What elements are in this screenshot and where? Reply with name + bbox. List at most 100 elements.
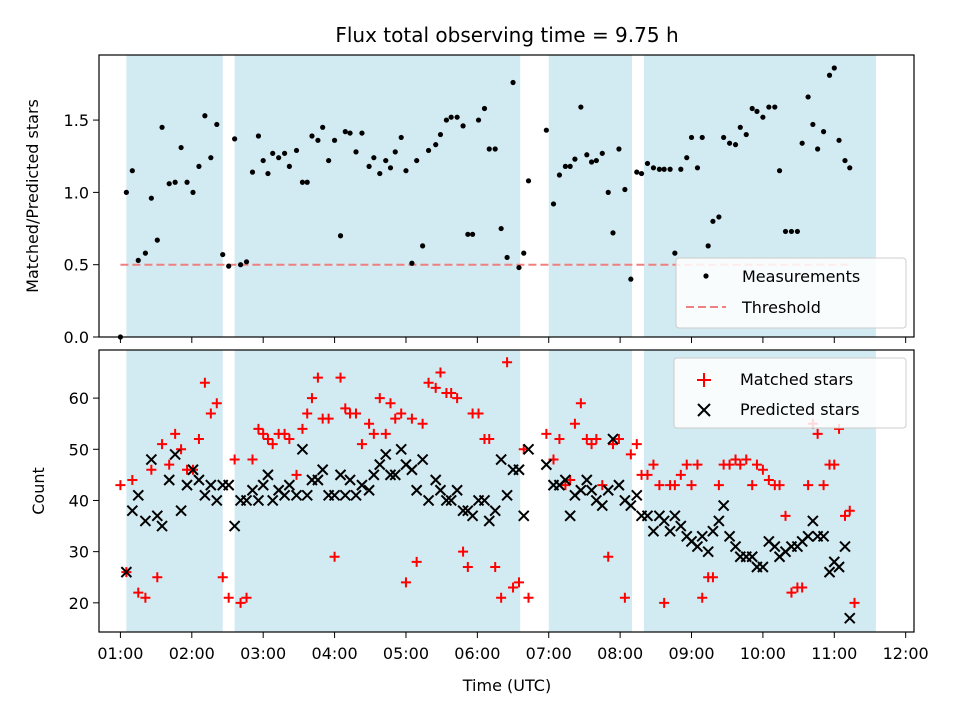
matched-star-point (446, 387, 457, 398)
measurement-point (359, 130, 365, 136)
measurement-point (460, 123, 466, 129)
measurement-point (616, 146, 622, 152)
predicted-star-point (187, 464, 199, 476)
x-tick-label: 01:00 (97, 644, 143, 663)
predicted-star-point (833, 561, 845, 573)
measurement-point (726, 140, 733, 146)
matched-star-point (133, 587, 144, 598)
matched-star-point (490, 562, 501, 573)
x-tick-label: 06:00 (454, 644, 500, 663)
predicted-star-point (658, 515, 670, 527)
predicted-star-point (647, 525, 660, 537)
predicted-star-point (267, 494, 279, 507)
predicted-star-point (540, 458, 553, 471)
x-tick-label: 08:00 (597, 644, 643, 663)
predicted-star-point (564, 510, 576, 522)
predicted-star-point (434, 484, 447, 496)
measurement-point (237, 262, 244, 268)
measurement-point (226, 263, 232, 269)
predicted-star-point (641, 510, 654, 522)
measurement-point (202, 113, 208, 119)
matched-star-point (452, 393, 463, 404)
legend-measurements-marker (703, 273, 709, 279)
measurement-point (788, 228, 795, 235)
measurement-point (135, 257, 141, 263)
x-tick-label: 10:00 (740, 644, 786, 663)
matched-star-point (284, 434, 295, 445)
matched-star-point (659, 597, 670, 608)
predicted-star-point (262, 469, 274, 481)
matched-star-point (735, 459, 746, 470)
measurement-point (409, 260, 415, 266)
measurement-point (737, 124, 743, 130)
legend-measurements-label: Measurements (742, 267, 860, 286)
measurement-point (699, 134, 705, 141)
matched-star-point (513, 577, 524, 588)
predicted-star-point (132, 489, 144, 502)
measurement-point (392, 149, 398, 155)
predicted-star-point (374, 458, 386, 471)
predicted-star-point (145, 453, 158, 466)
top-panel-y-ticks: 0.0 0.5 1.0 1.5 (64, 111, 99, 347)
matched-star-point (581, 434, 592, 445)
measurement-point (403, 168, 409, 174)
bottom-panel-shaded-bands (126, 350, 876, 632)
predicted-star-point (457, 504, 469, 517)
measurement-point (309, 133, 315, 139)
matched-star-point (692, 459, 703, 470)
measurement-point (178, 144, 184, 151)
matched-star-point (597, 480, 608, 491)
matched-star-point (523, 592, 534, 603)
matched-star-point (193, 434, 204, 445)
predicted-star-point (675, 520, 687, 532)
measurement-point (172, 179, 178, 185)
matched-star-point (423, 377, 434, 388)
predicted-star-point (522, 443, 535, 455)
matched-star-point (565, 474, 576, 485)
predicted-star-point (729, 540, 742, 553)
y-tick-label: 1.0 (64, 183, 89, 202)
matched-star-point (146, 464, 157, 475)
measurement-point (387, 165, 394, 171)
matched-star-point (686, 480, 697, 491)
bottom-panel-x-ticks: 01:00 02:00 03:00 04:00 05:00 06:00 07:00 08:00… (97, 632, 929, 663)
matched-star-point (385, 398, 396, 409)
predicted-star-point (518, 510, 530, 522)
x-tick-label: 11:00 (811, 644, 857, 663)
measurement-point (550, 201, 557, 207)
matched-star-point (258, 428, 269, 439)
matched-star-point (747, 480, 758, 491)
figure-title: Flux total observing time = 9.75 h (335, 23, 678, 47)
measurement-point (142, 250, 149, 256)
matched-star-point (462, 562, 473, 573)
measurement-point (420, 243, 426, 249)
matched-star-point (199, 377, 210, 388)
top-panel-marks (117, 65, 853, 340)
measurement-point (599, 150, 605, 156)
predicted-star-point (844, 612, 856, 624)
matched-star-point (390, 413, 401, 424)
matched-star-point (350, 408, 361, 419)
predicted-star-point (181, 479, 193, 491)
matched-star-point (170, 428, 181, 439)
measurement-point (299, 179, 306, 185)
predicted-star-point (316, 464, 329, 476)
measurement-point (255, 133, 262, 139)
matched-star-point (839, 510, 850, 521)
predicted-star-point (669, 510, 681, 522)
y-tick-label: 60 (69, 389, 89, 408)
measurement-point (782, 228, 789, 235)
predicted-star-point (489, 504, 501, 517)
predicted-star-point (575, 484, 587, 496)
measurement-point (148, 195, 154, 201)
matched-star-point (797, 582, 808, 593)
measurement-point (154, 237, 160, 243)
matched-star-point (654, 480, 665, 491)
matched-star-point (374, 393, 385, 404)
measurement-point (437, 131, 444, 138)
matched-star-point (164, 459, 175, 470)
predicted-star-point (757, 561, 769, 573)
measurement-point (799, 140, 805, 146)
measurement-point (610, 230, 616, 236)
predicted-star-point (596, 499, 608, 512)
